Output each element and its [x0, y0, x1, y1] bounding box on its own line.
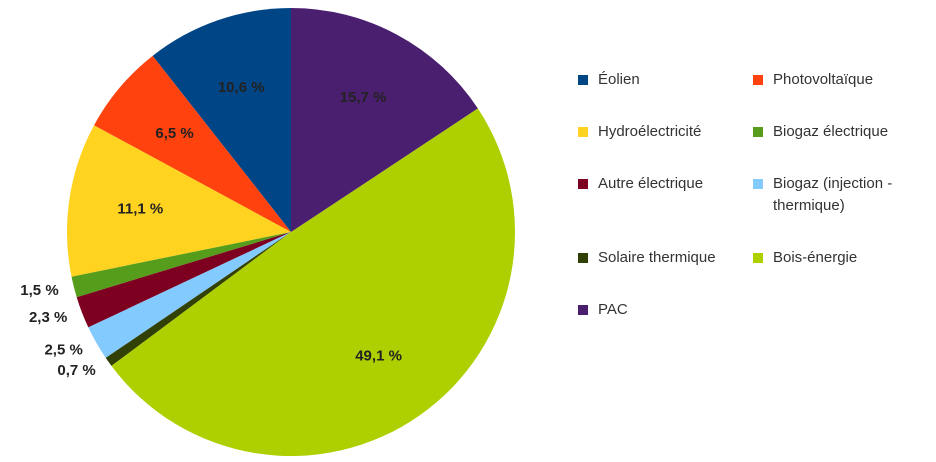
legend-label: PAC: [598, 301, 628, 318]
pie-slice: [66, 125, 291, 277]
legend-swatch: [578, 127, 588, 137]
legend-label: Autre électrique: [598, 175, 704, 192]
legend-swatch: [753, 253, 763, 263]
legend-swatch: [578, 305, 588, 315]
legend-swatch: [578, 179, 588, 189]
pie-slice: [76, 232, 291, 328]
legend-swatch: [753, 179, 763, 189]
data-label: 0,7 %: [57, 362, 95, 379]
legend-label: Éolien: [598, 71, 640, 88]
legend-label: Biogaz électrique: [773, 123, 889, 140]
legend-item: Biogaz (injection - thermique): [753, 173, 923, 217]
data-label: 6,5 %: [155, 125, 193, 142]
legend-item: Autre électrique: [578, 173, 753, 217]
pie-slice: [94, 55, 292, 232]
legend-label: Biogaz (injection - thermique): [773, 175, 893, 214]
data-label: 2,3 %: [29, 309, 67, 326]
legend-item: Solaire thermique: [578, 247, 753, 269]
legend-swatch: [753, 127, 763, 137]
data-label: 11,1 %: [117, 201, 163, 218]
legend-label: Solaire thermique: [598, 249, 716, 266]
pie-slice: [88, 232, 291, 358]
pie-slice: [105, 232, 291, 366]
data-label: 49,1 %: [355, 348, 402, 365]
pie-slice: [71, 232, 291, 298]
data-label: 2,5 %: [44, 342, 82, 359]
legend-label: Hydroélectricité: [598, 123, 702, 140]
legend-item: Biogaz électrique: [753, 121, 923, 143]
legend-label: Photovoltaïque: [773, 71, 874, 88]
pie-slice: [152, 8, 291, 232]
legend-item: Éolien: [578, 69, 753, 91]
data-label: 10,6 %: [218, 79, 265, 96]
legend: Éolien Photovoltaïque Hydroélectricité Biog…: [578, 69, 923, 321]
legend-item: Bois-énergie: [753, 247, 923, 269]
legend-swatch: [578, 253, 588, 263]
data-label: 1,5 %: [20, 282, 58, 299]
pie-slice: [111, 108, 516, 457]
legend-item: Hydroélectricité: [578, 121, 753, 143]
data-label: 15,7 %: [340, 89, 387, 106]
legend-swatch: [578, 75, 588, 85]
legend-item: PAC: [578, 299, 753, 321]
legend-swatch: [753, 75, 763, 85]
legend-label: Bois-énergie: [773, 249, 858, 266]
legend-item: Photovoltaïque: [753, 69, 923, 91]
pie-slice: [291, 8, 478, 232]
